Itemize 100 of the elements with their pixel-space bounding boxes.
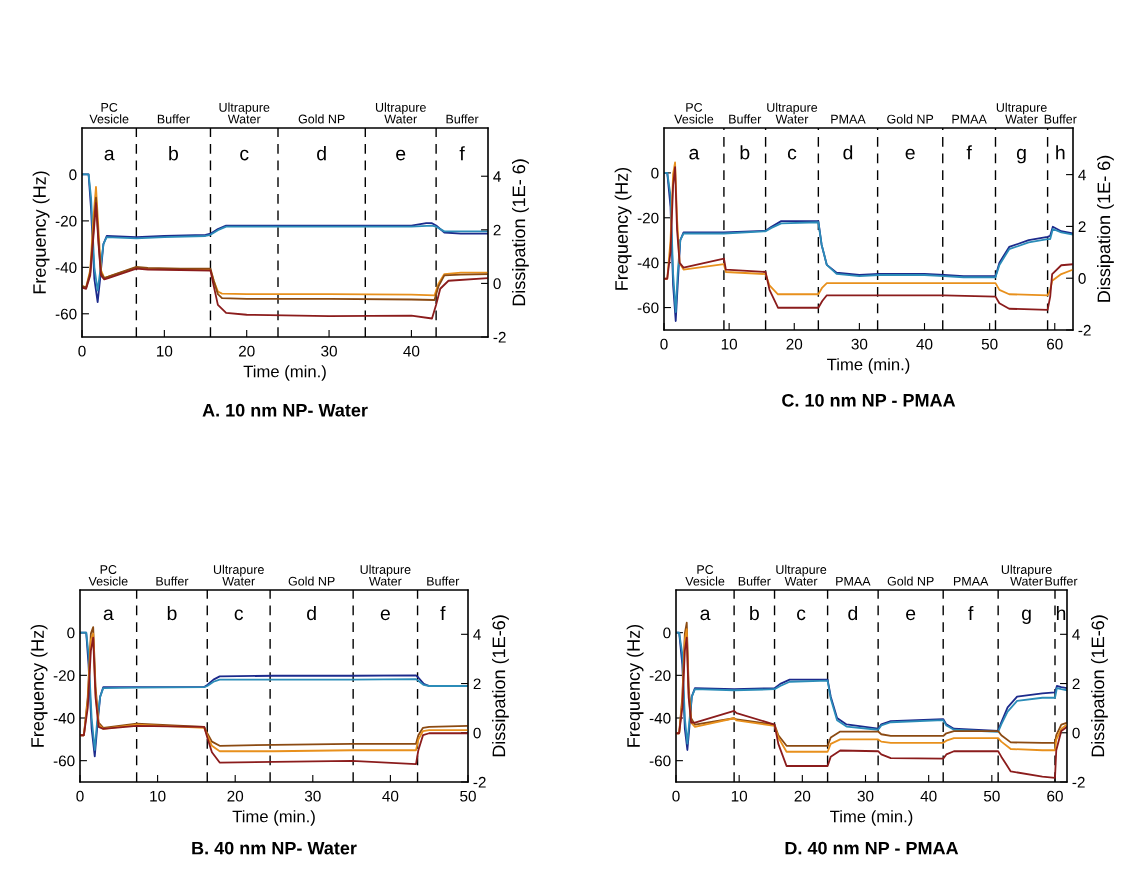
- y2-tick-label: 0: [473, 727, 481, 739]
- y-tick-label: -60: [637, 302, 659, 314]
- annotation: d: [843, 145, 853, 160]
- x-tick-label: 20: [238, 345, 255, 357]
- y-tick-label: -20: [637, 212, 659, 224]
- x-tick-label: 10: [721, 338, 738, 350]
- x-tick-label: 60: [1047, 790, 1063, 802]
- annotation: b: [750, 605, 759, 621]
- annotation: e: [905, 148, 915, 160]
- y2-axis-title: Dissipation (1E-6): [492, 615, 509, 757]
- x-axis-title: Time (min.): [232, 810, 315, 826]
- annotation: a: [700, 609, 711, 621]
- x-tick-label: 50: [460, 790, 476, 802]
- y-tick-label: -40: [649, 712, 671, 724]
- text: D. 40 nm NP - PMAA: [785, 841, 959, 855]
- text: Gold NP: [887, 576, 934, 586]
- annotation: e: [396, 149, 406, 161]
- y2-tick-label: -2: [1072, 776, 1085, 788]
- annotation: a: [689, 148, 700, 160]
- y2-tick-label: 2: [493, 224, 501, 236]
- x-tick-label: 40: [916, 338, 933, 350]
- y-tick-label: -40: [637, 257, 659, 269]
- text: B. 40 nm NP- Water: [192, 841, 357, 855]
- x-tick-label: 40: [382, 790, 399, 802]
- y2-tick-label: -2: [1078, 324, 1091, 336]
- text: Ultrapure Water: [213, 564, 264, 586]
- text: PMAA: [836, 576, 871, 586]
- y2-tick-label: 2: [473, 678, 481, 690]
- y-axis-title: Frequency (Hz): [30, 624, 48, 747]
- annotation: c: [234, 609, 244, 621]
- y-tick-label: -60: [649, 755, 671, 767]
- text: PC Vesicle: [89, 102, 129, 124]
- y2-axis-title: Dissipation (1E- 6): [1097, 155, 1114, 302]
- x-tick-label: 40: [403, 345, 420, 357]
- x-tick-label: 20: [786, 338, 803, 350]
- y2-tick-label: 0: [493, 278, 501, 290]
- text: PC Vesicle: [685, 565, 725, 586]
- text: Buffer: [738, 576, 771, 586]
- y2-tick-label: 4: [1078, 169, 1086, 181]
- y2-axis-title: Dissipation (1E- 6): [512, 159, 529, 306]
- text: Gold NP: [298, 114, 345, 124]
- text: PMAA: [953, 576, 989, 586]
- text: PMAA: [831, 114, 866, 124]
- annotation: h: [1056, 605, 1066, 620]
- y2-tick-label: 2: [1072, 678, 1080, 690]
- y-tick-label: 0: [651, 167, 659, 179]
- y2-tick-label: 0: [1072, 727, 1080, 739]
- text: Ultrapure Water: [360, 564, 411, 586]
- annotation: b: [169, 146, 178, 161]
- y2-tick-label: -2: [473, 776, 486, 788]
- x-axis-title: Time (min.): [243, 365, 326, 381]
- y2-tick-label: 2: [1078, 221, 1086, 232]
- x-tick-label: 50: [981, 338, 998, 350]
- text: Ultrapure Water: [776, 564, 827, 586]
- y-tick-label: -20: [649, 670, 671, 682]
- y-tick-label: 0: [69, 169, 77, 181]
- text: PC Vesicle: [674, 103, 714, 124]
- annotation: f: [968, 605, 974, 620]
- x-tick-label: 20: [794, 790, 811, 802]
- text: PC Vesicle: [88, 565, 128, 586]
- text: Ultrapure Water: [767, 102, 818, 124]
- y2-tick-label: 4: [493, 171, 501, 182]
- annotation: c: [797, 609, 806, 621]
- text: Buffer: [157, 114, 190, 124]
- text: Buffer: [1045, 576, 1078, 586]
- annotation: d: [848, 605, 858, 621]
- text: Buffer: [427, 576, 460, 586]
- annotation: b: [167, 605, 177, 621]
- annotation: a: [103, 609, 114, 621]
- annotation: d: [317, 146, 326, 161]
- y2-tick-label: 4: [1072, 629, 1080, 640]
- x-tick-label: 30: [851, 338, 868, 350]
- x-tick-label: 30: [304, 790, 321, 802]
- y-tick-label: -40: [55, 262, 77, 274]
- y2-tick-label: -2: [493, 331, 506, 343]
- x-tick-label: 10: [731, 790, 748, 802]
- text: Buffer: [446, 114, 479, 124]
- x-axis-title: Time (min.): [830, 810, 913, 826]
- annotation: h: [1056, 145, 1065, 160]
- text: Buffer: [1044, 114, 1077, 124]
- text: PMAA: [952, 114, 987, 124]
- y-tick-label: 0: [67, 627, 75, 639]
- y-axis-title: Frequency (Hz): [626, 624, 644, 747]
- annotation: g: [1021, 609, 1031, 625]
- x-tick-label: 50: [983, 790, 1000, 802]
- x-tick-label: 20: [227, 790, 244, 802]
- y-tick-label: -20: [55, 215, 77, 227]
- y-axis-title: Frequency (Hz): [614, 167, 632, 290]
- x-tick-label: 10: [150, 790, 166, 802]
- annotation: c: [240, 149, 249, 161]
- annotation: e: [906, 609, 916, 621]
- annotation: f: [459, 146, 465, 161]
- x-tick-label: 30: [321, 345, 337, 357]
- annotation: g: [1016, 148, 1026, 164]
- y2-tick-label: 4: [473, 629, 481, 640]
- text: A. 10 nm NP- Water: [202, 403, 368, 417]
- x-tick-label: 60: [1047, 338, 1063, 350]
- y-tick-label: -60: [53, 755, 75, 767]
- text: C. 10 nm NP - PMAA: [782, 393, 956, 407]
- x-tick-label: 0: [78, 345, 86, 357]
